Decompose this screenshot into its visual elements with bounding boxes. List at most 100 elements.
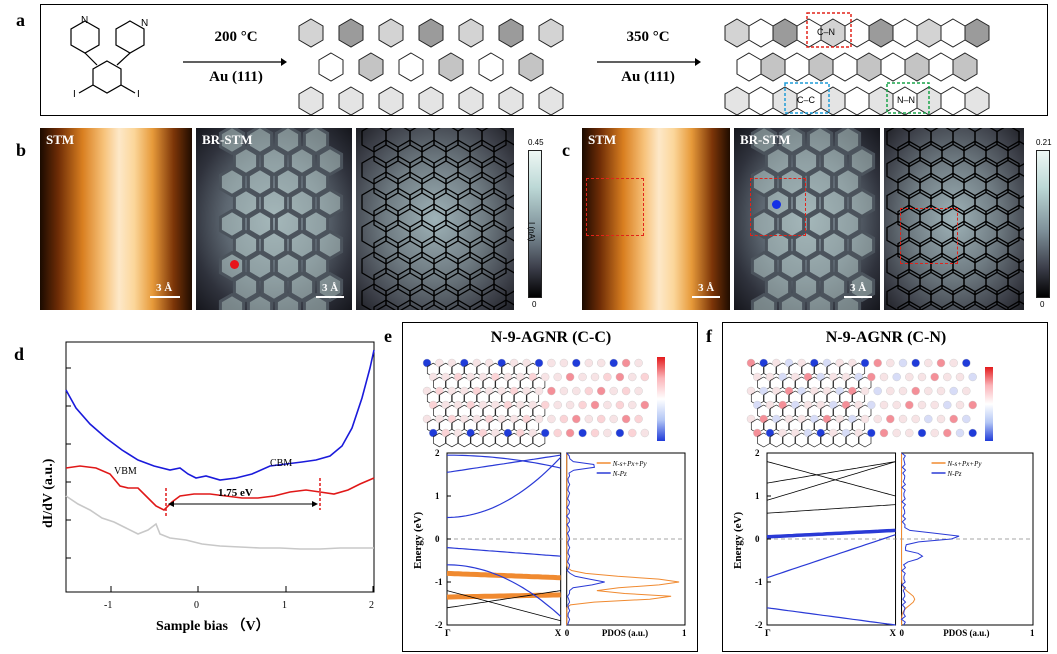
charge-atom — [778, 372, 787, 382]
brstm-cell — [820, 145, 848, 177]
brstm-cell — [792, 229, 820, 261]
overlay-ring — [1007, 172, 1024, 200]
charge-atom — [559, 386, 569, 396]
charge-atom — [572, 358, 581, 368]
charge-atom — [497, 414, 506, 424]
panel-b-brstm-lattice — [218, 128, 344, 310]
charge-atom — [516, 400, 525, 410]
brstm-cell — [218, 128, 246, 156]
overlay-ring — [493, 299, 514, 310]
panel-c-overlay-image — [884, 128, 1024, 310]
panel-b-overlay-image — [356, 128, 514, 310]
charge-atom — [491, 400, 500, 410]
brstm-cell — [288, 187, 316, 219]
charge-atom — [466, 372, 475, 382]
brstm-cell — [232, 145, 260, 177]
brstm-cell — [750, 128, 778, 156]
pdos-tick-0: 0 — [900, 628, 905, 638]
pdos-xlabel: PDOS (a.u.) — [602, 628, 648, 638]
charge-atom — [860, 414, 870, 424]
band-defect — [766, 528, 896, 539]
brstm-cell — [778, 166, 806, 198]
brstm-cell — [218, 166, 246, 198]
panel-c-defect-box-3 — [900, 208, 958, 264]
brstm-cell — [232, 187, 260, 219]
charge-atom — [435, 386, 444, 396]
band-cb-2 — [766, 461, 896, 484]
charge-atom — [547, 414, 556, 424]
charge-atom — [860, 386, 870, 396]
charge-atom — [460, 358, 469, 368]
brstm-cell — [232, 229, 260, 261]
charge-atom — [491, 428, 500, 438]
panel-b-colorbar-max: 0.45 — [528, 138, 544, 147]
cn-defect-label: C–N — [817, 27, 835, 37]
charge-atom — [497, 358, 506, 368]
charge-atom — [917, 400, 927, 410]
charge-atom — [590, 428, 600, 438]
charge-atom — [528, 428, 538, 438]
panel-label-f: f — [706, 326, 712, 346]
step2-surface: Au (111) — [621, 69, 675, 85]
panel-c-scale-text-1: 3 Å — [698, 282, 715, 294]
charge-atom — [848, 358, 857, 368]
charge-atom — [428, 372, 438, 382]
ytick-label: -1 — [435, 577, 443, 587]
pdos-tick-1: 1 — [1030, 628, 1035, 638]
overlay-ring — [493, 203, 514, 233]
charge-atom — [759, 386, 768, 396]
brstm-cell — [302, 292, 330, 310]
charge-atom — [867, 400, 876, 410]
charge-atom — [472, 358, 481, 368]
panel-d-ylabel: dI/dV (a.u.) — [41, 458, 56, 528]
sts-curve-gray — [65, 495, 374, 550]
band-vb-4 — [446, 564, 562, 617]
charge-atom — [441, 400, 450, 410]
panel-c-stm-image: STM 3 Å — [582, 128, 730, 310]
charge-atom — [572, 414, 581, 424]
charge-atom — [621, 358, 631, 368]
charge-atom — [892, 428, 901, 438]
charge-atom — [534, 358, 544, 368]
charge-atom — [892, 372, 901, 382]
panel-b-stm-label: STM — [46, 132, 75, 147]
overlay-ring — [493, 235, 514, 265]
charge-atom — [422, 414, 432, 424]
charge-atom — [584, 358, 594, 368]
overlay-ring — [1007, 236, 1024, 264]
charge-atom — [497, 386, 506, 396]
charge-atom — [943, 428, 952, 438]
panel-d-vbm-label: VBM — [114, 466, 137, 477]
panel-label-a: a — [16, 10, 25, 30]
band-cb-2 — [447, 454, 561, 469]
charge-atom — [453, 400, 463, 410]
precursor-i-left: I — [73, 89, 76, 100]
brstm-cell — [260, 271, 288, 303]
panel-d-xtick-4: 2 — [369, 600, 374, 611]
panel-b-brstm-image: BR-STM 3 Å — [196, 128, 352, 310]
charge-atom — [746, 414, 756, 424]
legend-label-2: N-Pz — [612, 470, 627, 478]
brstm-cell — [274, 208, 302, 240]
charge-atom — [640, 372, 650, 382]
brstm-cell — [750, 166, 778, 198]
charge-atom — [911, 386, 920, 396]
charge-atom — [484, 386, 494, 396]
charge-atom — [522, 414, 531, 424]
charge-atom — [528, 400, 538, 410]
panel-d-xlabel: Sample bias （V） — [156, 618, 270, 634]
charge-atom — [516, 428, 525, 438]
charge-atom — [905, 428, 914, 438]
brstm-cell — [848, 187, 876, 219]
pdos-pz-curve — [566, 452, 605, 626]
charge-atom — [873, 414, 882, 424]
charge-atom — [943, 372, 952, 382]
precursor-n-left: N — [81, 15, 88, 26]
charge-atom — [822, 386, 832, 396]
charge-atom — [460, 414, 469, 424]
charge-atom — [466, 428, 475, 438]
charge-atom — [572, 386, 581, 396]
band-vb-2 — [446, 590, 561, 622]
charge-atom — [478, 428, 488, 438]
charge-atom — [822, 358, 832, 368]
